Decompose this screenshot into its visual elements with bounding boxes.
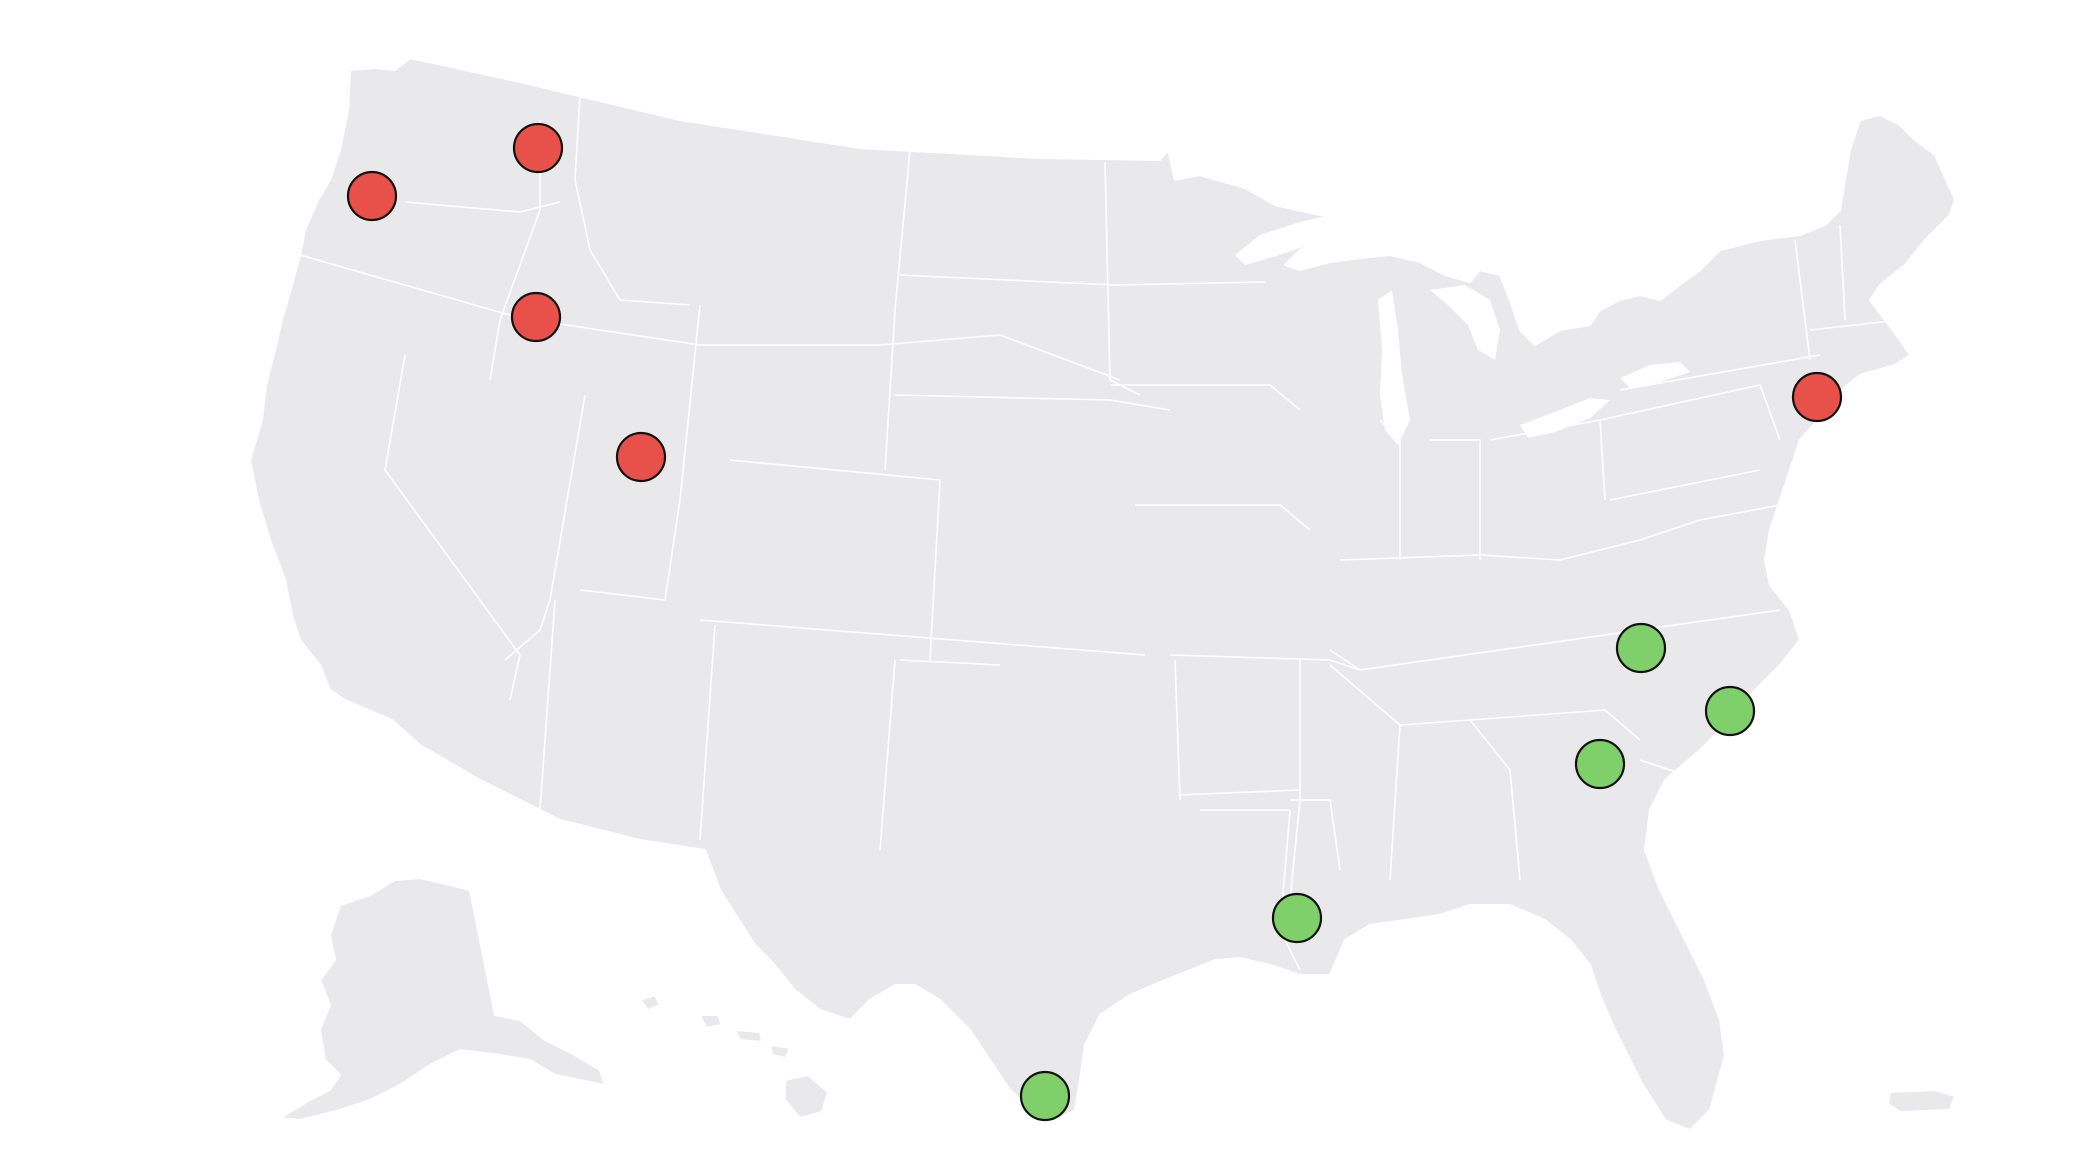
state-borders: [299, 94, 1901, 971]
marker-portland-area[interactable]: [346, 170, 398, 222]
lake-erie: [1520, 398, 1610, 438]
marker-north-carolina-coast[interactable]: [1704, 685, 1756, 737]
puerto-rico: [1887, 1089, 1956, 1113]
markers-layer: [346, 122, 1843, 1122]
marker-seattle-area[interactable]: [512, 122, 564, 174]
alaska-landmass: [279, 877, 606, 1121]
hawaii-islands: [639, 994, 829, 1119]
marker-south-texas[interactable]: [1019, 1070, 1071, 1122]
lake-superior: [1235, 214, 1360, 265]
contiguous-us-landmass: [249, 57, 1956, 1131]
marker-louisiana[interactable]: [1271, 892, 1323, 944]
marker-boise-area[interactable]: [510, 291, 562, 343]
lake-ontario: [1620, 362, 1690, 388]
marker-salt-lake-area[interactable]: [615, 431, 667, 483]
marker-north-carolina-inland[interactable]: [1615, 622, 1667, 674]
lake-michigan: [1378, 290, 1410, 445]
marker-new-york-area[interactable]: [1791, 371, 1843, 423]
lake-huron: [1430, 285, 1500, 360]
marker-south-carolina[interactable]: [1574, 738, 1626, 790]
